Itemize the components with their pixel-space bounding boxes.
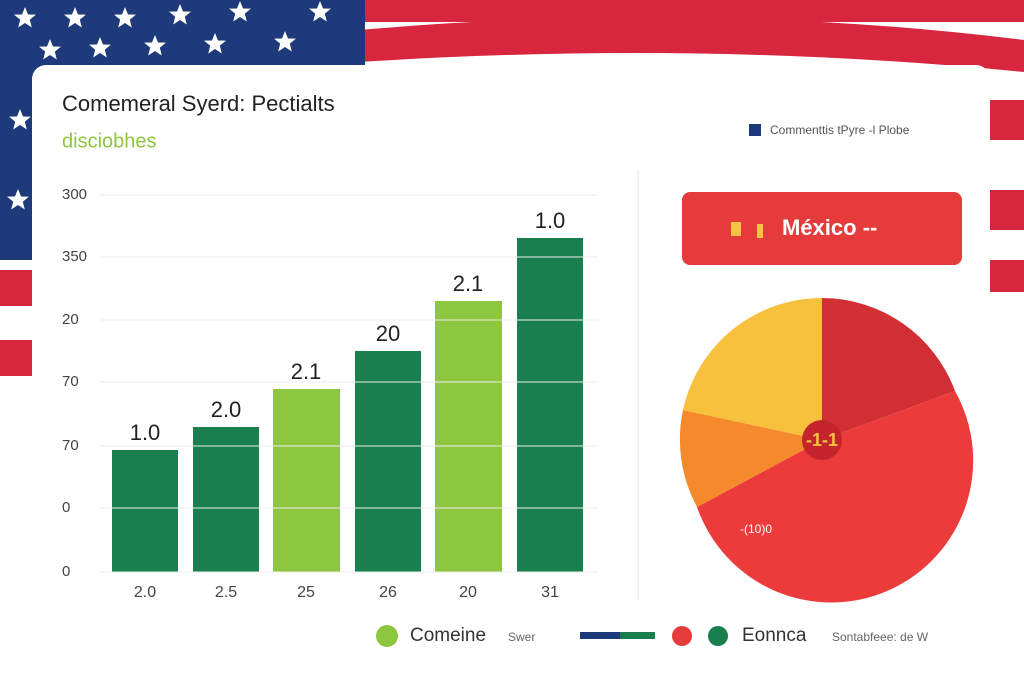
pie-center: [802, 420, 842, 460]
y-label: 70: [62, 437, 79, 454]
y-label: 20: [62, 311, 79, 328]
pie: [679, 297, 974, 603]
pie-slice: [822, 298, 955, 440]
bar-label: 2.0: [211, 397, 242, 422]
pie-slice: [683, 297, 822, 440]
pie-slice: [679, 410, 822, 507]
legend-note: Sontabfeee: de W: [832, 630, 929, 644]
banner: [682, 192, 962, 265]
legend-dot: [376, 625, 398, 647]
bar-label: 1.0: [535, 208, 566, 233]
y-label: 0: [62, 563, 70, 580]
bar: [517, 238, 583, 572]
bar-label: 20: [376, 321, 400, 346]
banner-text: México --: [782, 215, 877, 240]
y-label: 0: [62, 499, 70, 516]
legend-text: Comeine: [410, 625, 486, 646]
bar: [435, 301, 502, 572]
y-label: 300: [62, 186, 87, 203]
x-label: 25: [297, 584, 315, 601]
x-label: 20: [459, 584, 477, 601]
legend-dot: [708, 626, 728, 646]
legend-line: [580, 632, 620, 639]
pie-side-label: -(10)0: [740, 522, 772, 536]
x-label: 26: [379, 584, 397, 601]
legend-swatch: [749, 124, 761, 136]
legend-line: [620, 632, 655, 639]
bar-panel: [112, 238, 583, 572]
y-label: 70: [62, 373, 79, 390]
x-label: 2.0: [134, 584, 156, 601]
pie-slice: [697, 391, 974, 603]
bar-label: 1.0: [130, 420, 161, 445]
bar-label: 2.1: [291, 359, 322, 384]
legend-text: Eonnca: [742, 625, 807, 646]
subtitle: disciobhes: [62, 130, 157, 152]
pie-center-label: -1-1: [806, 430, 838, 450]
bar: [193, 427, 259, 572]
banner-icon: [757, 224, 763, 238]
bar: [273, 389, 340, 572]
bar: [355, 351, 421, 572]
bar-label: 2.1: [453, 271, 484, 296]
legend-note: Swer: [508, 630, 535, 644]
title: Comemeral Syerd: Pectialts: [62, 91, 335, 116]
x-label: 31: [541, 584, 559, 601]
bar: [112, 450, 178, 572]
legend-dot: [672, 626, 692, 646]
banner-icon: [731, 222, 741, 236]
legend-label: Commenttis tPyre -l Plobe: [770, 123, 910, 137]
x-label: 2.5: [215, 584, 237, 601]
y-label: 350: [62, 248, 87, 265]
